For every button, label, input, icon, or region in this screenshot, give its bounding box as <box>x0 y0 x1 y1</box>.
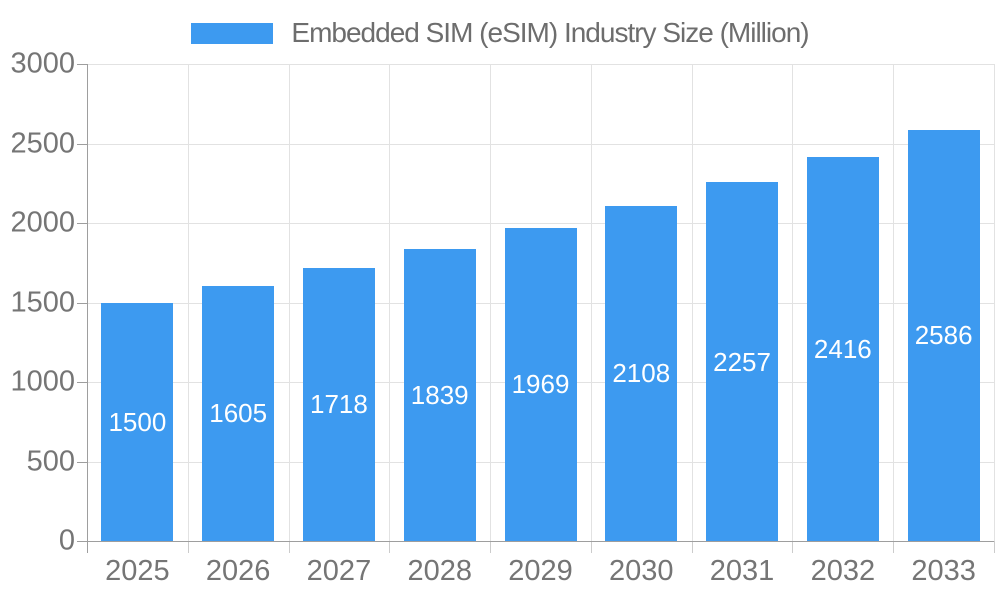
y-tick-label: 0 <box>58 524 75 557</box>
y-axis-tick <box>77 302 87 304</box>
bar <box>403 248 476 541</box>
bar-value-label: 1500 <box>108 406 167 437</box>
x-tick-label: 2027 <box>306 555 372 587</box>
grid-line-v <box>389 64 391 541</box>
y-tick-label: 2500 <box>10 127 75 159</box>
y-tick-label: 500 <box>26 445 75 477</box>
x-tick-label: 2031 <box>709 555 775 587</box>
grid-line-h <box>87 64 994 65</box>
y-axis-tick <box>77 143 87 145</box>
x-axis-tick <box>994 541 995 553</box>
x-tick-label: 2026 <box>205 555 271 587</box>
x-tick-label: 2033 <box>911 555 976 587</box>
y-axis-tick <box>77 64 87 65</box>
y-axis-tick <box>77 541 87 542</box>
legend-swatch-icon <box>191 22 274 44</box>
x-tick-label: 2028 <box>407 555 472 587</box>
y-axis-tick <box>77 223 87 224</box>
chart-legend[interactable]: Embedded SIM (eSIM) Industry Size (Milli… <box>0 10 1000 56</box>
grid-line-v <box>792 64 794 541</box>
bar <box>504 227 577 541</box>
bar-value-label: 2257 <box>713 346 771 377</box>
x-tick-label: 2025 <box>105 555 170 587</box>
bar-value-label: 2586 <box>914 320 973 351</box>
grid-line-h <box>87 143 994 145</box>
x-axis-line <box>87 541 994 542</box>
grid-line-v <box>490 64 492 541</box>
x-axis-tick <box>288 541 290 553</box>
y-axis-line <box>87 64 88 553</box>
bar <box>605 205 678 541</box>
x-axis-tick <box>590 541 592 553</box>
grid-line-v <box>590 64 592 541</box>
legend-label: Embedded SIM (eSIM) Industry Size (Milli… <box>291 17 809 48</box>
bar <box>101 302 174 541</box>
bar <box>706 182 779 541</box>
x-tick-label: 2030 <box>609 555 674 587</box>
y-axis-tick <box>77 382 87 383</box>
x-axis-tick <box>792 541 794 553</box>
bar-value-label: 1718 <box>310 389 368 420</box>
x-axis-tick <box>389 541 391 553</box>
x-tick-label: 2029 <box>508 555 573 587</box>
bar <box>202 285 275 541</box>
plot-area: 0 500 1000 1500 2000 2500 3000 1500 2025 1605 2026… <box>10 49 995 586</box>
grid-line-h <box>87 223 994 224</box>
grid-line-v <box>187 64 189 541</box>
y-tick-label: 2000 <box>10 206 75 239</box>
bar-value-label: 2416 <box>813 333 872 364</box>
grid-line-v <box>288 64 290 541</box>
y-tick-label: 1500 <box>10 286 75 318</box>
bar <box>907 129 980 541</box>
grid-line-v <box>893 64 895 541</box>
bar-value-label: 1839 <box>410 379 469 410</box>
grid-line-v <box>691 64 693 541</box>
y-axis-tick <box>77 461 87 463</box>
y-tick-label: 3000 <box>10 47 75 80</box>
x-axis-tick <box>893 541 895 553</box>
bar <box>806 156 879 541</box>
x-axis-tick <box>490 541 492 553</box>
bar-value-label: 1969 <box>511 369 570 400</box>
x-axis-tick <box>691 541 693 553</box>
bar-value-label: 2108 <box>612 358 671 389</box>
x-tick-label: 2032 <box>810 555 876 587</box>
x-axis-tick <box>187 541 189 553</box>
grid-line-v <box>994 64 995 541</box>
bar-value-label: 1605 <box>209 398 268 429</box>
y-tick-label: 1000 <box>10 365 75 398</box>
bar <box>302 267 375 541</box>
